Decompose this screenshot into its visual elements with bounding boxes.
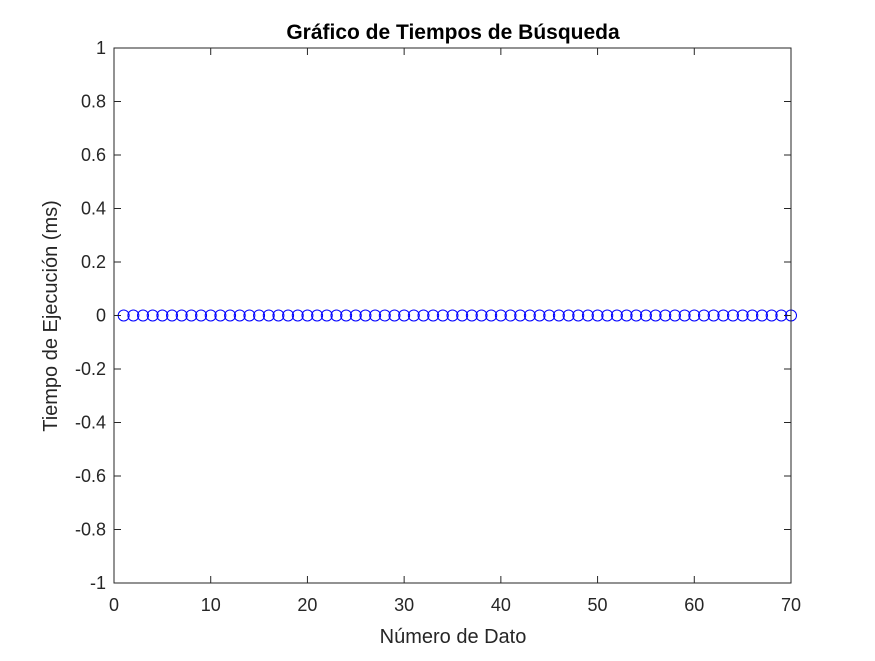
data-point [639,309,652,322]
data-point [146,309,159,322]
data-markers [117,309,797,322]
x-tick-label: 10 [201,595,221,615]
data-point [137,309,150,322]
data-point [359,309,372,322]
data-point [630,309,643,322]
data-point [736,309,749,322]
x-tick-label: 50 [588,595,608,615]
data-point [552,309,565,322]
data-point [581,309,594,322]
data-point [494,309,507,322]
data-point [533,309,546,322]
y-tick-label: -1 [90,573,106,593]
y-tick-label: -0.4 [75,413,106,433]
data-point [340,309,353,322]
y-tick-label: 0.6 [81,145,106,165]
y-tick-label: 0 [96,306,106,326]
data-point [311,309,324,322]
data-point [417,309,430,322]
data-point [330,309,343,322]
y-tick-label: 1 [96,38,106,58]
data-point [166,309,179,322]
data-point [562,309,575,322]
data-point [388,309,401,322]
data-point [224,309,237,322]
y-tick-label: 0.4 [81,199,106,219]
data-point [195,309,208,322]
data-point [659,309,672,322]
data-point [514,309,527,322]
data-point [475,309,488,322]
chart-title: Gráfico de Tiempos de Búsqueda [286,21,620,44]
data-point [378,309,391,322]
data-point [407,309,420,322]
x-axis-label: Número de Dato [380,626,527,648]
plot-area [114,48,791,583]
x-tick-label: 40 [491,595,511,615]
x-tick-label: 20 [297,595,317,615]
data-point [127,309,140,322]
data-point [156,309,169,322]
data-point [610,309,623,322]
data-point [291,309,304,322]
data-point [436,309,449,322]
data-point [668,309,681,322]
data-point [726,309,739,322]
data-point [233,309,246,322]
data-point [398,309,411,322]
y-tick-label: 0.8 [81,92,106,112]
data-point [591,309,604,322]
x-tick-label: 30 [394,595,414,615]
y-axis-ticks: -1 -0.8 -0.6 -0.4 -0.2 0 0.2 0.4 0.6 0.8 1 [75,38,791,593]
data-point [427,309,440,322]
data-point [175,309,188,322]
data-point [688,309,701,322]
data-point [601,309,614,322]
y-tick-label: -0.8 [75,520,106,540]
y-tick-label: -0.6 [75,466,106,486]
data-point [543,309,556,322]
data-point [185,309,198,322]
y-tick-label: 0.2 [81,252,106,272]
x-tick-label: 0 [109,595,119,615]
data-point [572,309,585,322]
data-point [746,309,759,322]
data-point [755,309,768,322]
data-point [301,309,314,322]
data-point [272,309,285,322]
data-point [465,309,478,322]
data-point [253,309,266,322]
data-point [620,309,633,322]
data-point [369,309,382,322]
data-point [204,309,217,322]
y-tick-label: -0.2 [75,359,106,379]
data-point [320,309,333,322]
data-point [456,309,469,322]
data-point [446,309,459,322]
x-tick-label: 60 [684,595,704,615]
data-point [262,309,275,322]
data-point [707,309,720,322]
y-axis-label: Tiempo de Ejecución (ms) [40,200,62,432]
x-axis-ticks: 0 10 20 30 40 50 60 70 [109,48,801,615]
data-point [349,309,362,322]
x-tick-label: 70 [781,595,801,615]
data-point [282,309,295,322]
data-point [697,309,710,322]
data-point [504,309,517,322]
data-point [523,309,536,322]
data-point [765,309,778,322]
data-point [214,309,227,322]
data-point [649,309,662,322]
data-point [717,309,730,322]
data-point [485,309,498,322]
data-point [243,309,256,322]
data-point [678,309,691,322]
